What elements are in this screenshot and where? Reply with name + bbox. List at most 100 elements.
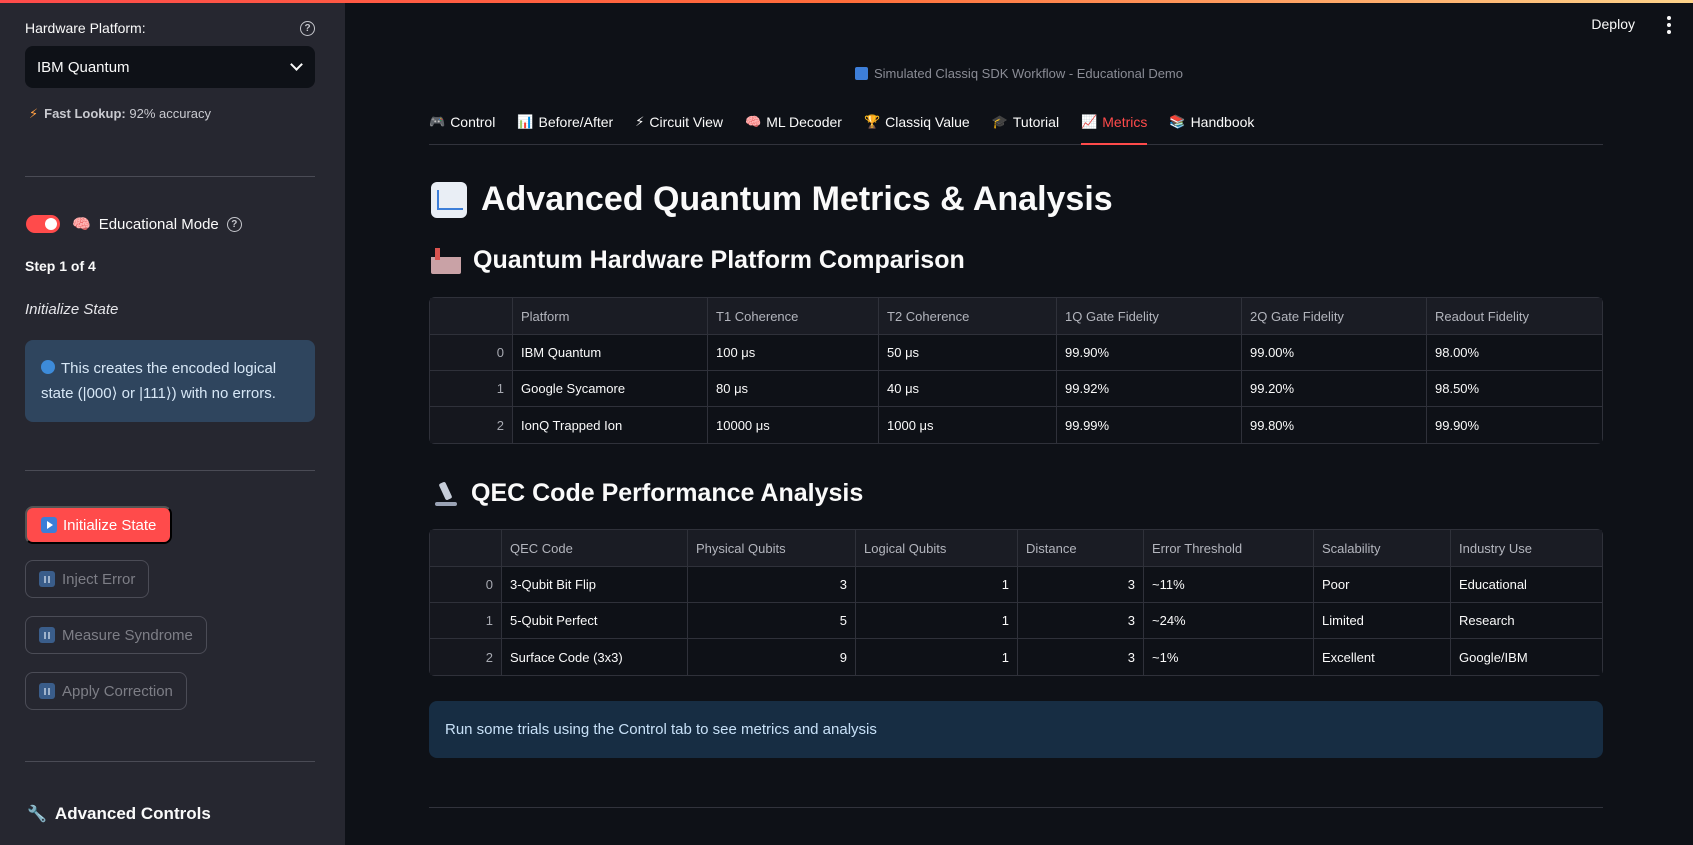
tab-ml-decoder[interactable]: 🧠 ML Decoder xyxy=(745,112,842,145)
table-cell: 98.50% xyxy=(1427,371,1602,407)
table-header-cell[interactable]: Logical Qubits xyxy=(856,530,1018,567)
table-header-cell[interactable]: QEC Code xyxy=(502,530,688,567)
table-cell: 10000 μs xyxy=(708,407,879,443)
inject-error-label: Inject Error xyxy=(62,570,136,588)
gamepad-icon: 🎮 xyxy=(429,114,446,129)
table-cell: Poor xyxy=(1314,567,1451,603)
table-cell: 3 xyxy=(688,567,856,603)
row-index: 1 xyxy=(430,371,513,407)
hardware-comparison-table[interactable]: Platform T1 Coherence T2 Coherence 1Q Ga… xyxy=(429,297,1603,444)
tab-metrics[interactable]: 📈 Metrics xyxy=(1081,112,1148,145)
fast-lookup-status: ⚡ Fast Lookup: 92% accuracy xyxy=(29,106,211,122)
table-header-cell[interactable]: T2 Coherence xyxy=(879,298,1057,335)
row-index: 1 xyxy=(430,603,502,639)
row-index: 2 xyxy=(430,407,513,443)
table-cell: Educational xyxy=(1451,567,1602,603)
hardware-section-title-text: Quantum Hardware Platform Comparison xyxy=(473,246,965,274)
qec-performance-table[interactable]: QEC Code Physical Qubits Logical Qubits … xyxy=(429,529,1603,676)
initialize-state-button[interactable]: Initialize State xyxy=(25,506,173,544)
table-cell: 5 xyxy=(688,603,856,639)
table-cell: 99.00% xyxy=(1242,335,1427,371)
help-icon[interactable]: ? xyxy=(226,216,242,232)
brain-icon: 🧠 xyxy=(72,216,91,233)
table-row: 0 3-Qubit Bit Flip 3 1 3 ~11% Poor Educa… xyxy=(430,567,1602,603)
page-subtitle: Simulated Classiq SDK Workflow - Educati… xyxy=(345,66,1693,81)
step-info-box: This creates the encoded logical state (… xyxy=(25,340,315,422)
tab-label: Tutorial xyxy=(1012,114,1060,130)
table-header-cell xyxy=(430,298,513,335)
tab-label: Classiq Value xyxy=(885,114,970,130)
fast-lookup-label: Fast Lookup: xyxy=(44,106,126,121)
table-header-cell[interactable]: Industry Use xyxy=(1451,530,1602,567)
tab-handbook[interactable]: 📚 Handbook xyxy=(1169,112,1254,145)
subtitle-text: Simulated Classiq SDK Workflow - Educati… xyxy=(874,66,1183,81)
measure-syndrome-button[interactable]: Measure Syndrome xyxy=(25,616,207,654)
table-cell: 3-Qubit Bit Flip xyxy=(502,567,688,603)
table-row: 2 IonQ Trapped Ion 10000 μs 1000 μs 99.9… xyxy=(430,407,1602,443)
chart-icon: 📈 xyxy=(1081,114,1098,129)
tab-label: Before/After xyxy=(538,114,614,130)
apply-correction-button[interactable]: Apply Correction xyxy=(25,672,187,710)
trophy-icon: 🏆 xyxy=(863,114,881,129)
pause-icon xyxy=(39,571,55,587)
advanced-controls-header[interactable]: 🔧 Advanced Controls xyxy=(27,804,211,824)
sidebar-divider xyxy=(25,761,315,762)
refresh-icon xyxy=(855,67,868,80)
initialize-state-label: Initialize State xyxy=(63,516,157,534)
table-header-cell[interactable]: Scalability xyxy=(1314,530,1451,567)
tab-bar: 🎮 Control 📊 Before/After ⚡ Circuit View 🧠 ML… xyxy=(429,112,1603,145)
qec-section-title: QEC Code Performance Analysis xyxy=(431,479,863,508)
tab-tutorial[interactable]: 🎓 Tutorial xyxy=(992,112,1059,145)
step-info-text: This creates the encoded logical state (… xyxy=(41,360,277,402)
table-cell: 3 xyxy=(1018,603,1144,639)
table-cell: 99.92% xyxy=(1057,371,1242,407)
inject-error-button[interactable]: Inject Error xyxy=(25,560,150,598)
table-header-cell[interactable]: T1 Coherence xyxy=(708,298,879,335)
educational-mode-toggle[interactable] xyxy=(26,215,60,233)
graduation-cap-icon: 🎓 xyxy=(991,114,1008,129)
table-header-row: QEC Code Physical Qubits Logical Qubits … xyxy=(430,530,1602,567)
main-content: Deploy Simulated Classiq SDK Workflow - … xyxy=(345,0,1693,845)
table-header-cell[interactable]: Readout Fidelity xyxy=(1427,298,1602,335)
table-cell: 99.20% xyxy=(1242,371,1427,407)
tab-control[interactable]: 🎮 Control xyxy=(429,112,495,145)
table-cell: 1 xyxy=(856,603,1018,639)
table-header-cell[interactable]: Error Threshold xyxy=(1144,530,1314,567)
table-header-cell[interactable]: Platform xyxy=(513,298,708,335)
table-cell: Limited xyxy=(1314,603,1451,639)
pause-icon xyxy=(39,627,55,643)
table-cell: Research xyxy=(1451,603,1602,639)
tab-classiq-value[interactable]: 🏆 Classiq Value xyxy=(864,112,970,145)
pause-icon xyxy=(39,683,55,699)
tab-label: Circuit View xyxy=(649,114,724,130)
row-index: 2 xyxy=(430,639,502,675)
table-header-cell[interactable]: 1Q Gate Fidelity xyxy=(1057,298,1242,335)
blue-circle-icon xyxy=(41,360,55,374)
table-cell: Surface Code (3x3) xyxy=(502,639,688,675)
table-cell: Google/IBM xyxy=(1451,639,1602,675)
deploy-button[interactable]: Deploy xyxy=(1591,16,1635,32)
more-menu-icon[interactable] xyxy=(1667,16,1671,34)
platform-label-row: Hardware Platform: ? xyxy=(25,20,315,36)
table-cell: 40 μs xyxy=(879,371,1057,407)
table-cell: 3 xyxy=(1018,567,1144,603)
table-header-cell[interactable]: Distance xyxy=(1018,530,1144,567)
table-header-cell[interactable]: 2Q Gate Fidelity xyxy=(1242,298,1427,335)
advanced-controls-label: Advanced Controls xyxy=(54,804,211,823)
tab-circuit-view[interactable]: ⚡ Circuit View xyxy=(635,112,723,145)
step-indicator: Step 1 of 4 xyxy=(25,258,96,274)
sidebar: Hardware Platform: ? IBM Quantum ⚡ Fast L… xyxy=(0,0,345,845)
table-row: 1 Google Sycamore 80 μs 40 μs 99.92% 99.… xyxy=(430,371,1602,407)
page-title: Advanced Quantum Metrics & Analysis xyxy=(431,180,1113,219)
help-icon[interactable]: ? xyxy=(300,20,315,36)
platform-label: Hardware Platform: xyxy=(25,20,146,36)
hardware-section-title: Quantum Hardware Platform Comparison xyxy=(431,246,965,275)
table-header-cell xyxy=(430,530,502,567)
bar-chart-icon: 📊 xyxy=(517,114,534,129)
tab-label: ML Decoder xyxy=(766,114,842,130)
brain-icon: 🧠 xyxy=(745,114,762,129)
platform-select[interactable]: IBM Quantum xyxy=(25,46,315,88)
tab-before-after[interactable]: 📊 Before/After xyxy=(517,112,613,145)
lightning-icon: ⚡ xyxy=(29,106,39,121)
table-header-cell[interactable]: Physical Qubits xyxy=(688,530,856,567)
